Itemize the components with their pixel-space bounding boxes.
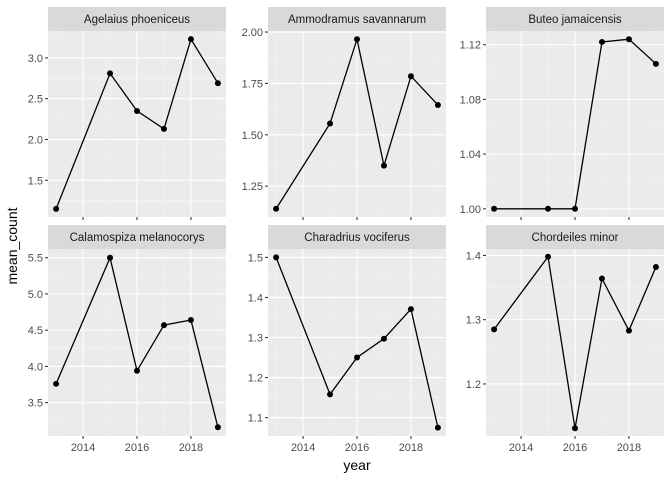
data-point <box>625 36 632 43</box>
data-point <box>327 391 334 398</box>
data-point <box>434 101 441 108</box>
facet-title: Charadrius vociferus <box>304 232 410 244</box>
y-tick-label: 1.4 <box>466 250 481 262</box>
x-tick-label: 2016 <box>563 442 587 454</box>
y-tick-label: 1.00 <box>460 204 481 216</box>
y-tick-label: 1.4 <box>248 292 263 304</box>
facet-panel: Chordeiles minor 1.2 1.3 1.4 2014 2016 2018 <box>466 225 664 454</box>
x-tick-label: 2016 <box>345 442 369 454</box>
facet-title: Chordeiles minor <box>532 232 619 244</box>
data-point <box>407 306 414 313</box>
y-tick-label: 2.0 <box>28 135 43 147</box>
data-point <box>407 73 414 80</box>
y-tick-label: 3.0 <box>28 53 43 65</box>
data-point <box>598 275 605 282</box>
facet-panel: Agelaius phoeniceus 1.5 2.0 2.5 3.0 <box>28 7 226 220</box>
data-point <box>572 205 578 212</box>
facet-panel: Calamospiza melanocorys 3.5 4.0 4.5 5.0 5.5 20… <box>28 225 226 454</box>
data-point <box>187 317 194 324</box>
data-point <box>273 254 280 261</box>
y-axis-title: mean_count <box>4 207 20 284</box>
data-point <box>625 327 632 334</box>
y-tick-label: 4.5 <box>28 325 43 337</box>
data-point <box>491 205 498 212</box>
facet-title: Calamospiza melanocorys <box>70 232 205 244</box>
x-tick-label: 2018 <box>179 442 203 454</box>
facet-strip <box>486 7 664 31</box>
data-point <box>53 205 60 212</box>
data-point <box>354 354 360 361</box>
y-tick-label: 1.3 <box>466 315 481 327</box>
y-tick-label: 2.00 <box>242 27 263 39</box>
data-point <box>652 263 659 270</box>
facet-panel: Ammodramus savannarum 1.25 1.50 1.75 2.00 <box>242 7 446 220</box>
y-tick-label: 5.5 <box>28 253 43 265</box>
data-point <box>160 322 167 329</box>
facet-strip <box>48 225 226 249</box>
y-tick-label: 4.0 <box>28 361 43 373</box>
facet-panel: Charadrius vociferus 1.1 1.2 1.3 1.4 1.5 2014 2… <box>248 225 446 454</box>
facet-panel: Buteo jamaicensis 1.00 1.04 1.08 1.12 <box>460 7 664 220</box>
y-tick-label: 5.0 <box>28 289 43 301</box>
x-tick-label: 2018 <box>399 442 423 454</box>
y-tick-label: 1.12 <box>460 40 481 52</box>
series-line <box>275 36 439 210</box>
data-point <box>160 125 167 132</box>
data-point <box>187 36 194 43</box>
y-tick-label: 1.50 <box>242 130 263 142</box>
x-axis-title: year <box>343 457 371 473</box>
data-point <box>652 60 659 67</box>
facet-title: Ammodramus savannarum <box>288 14 426 26</box>
x-tick-label: 2016 <box>125 442 149 454</box>
facet-strip <box>48 7 226 31</box>
data-point <box>214 80 221 87</box>
data-point <box>134 107 140 114</box>
data-point <box>107 254 114 261</box>
data-point <box>107 70 114 77</box>
data-point <box>327 120 334 127</box>
y-tick-label: 1.2 <box>466 379 481 391</box>
data-point <box>598 38 605 45</box>
series-line <box>275 257 439 428</box>
x-tick-label: 2014 <box>291 442 315 454</box>
data-point <box>273 205 280 212</box>
facet-title: Buteo jamaicensis <box>528 14 622 26</box>
y-tick-label: 1.3 <box>248 332 263 344</box>
y-tick-label: 1.5 <box>248 252 263 264</box>
facet-strip <box>268 225 446 249</box>
y-tick-label: 3.5 <box>28 398 43 410</box>
y-tick-label: 1.5 <box>28 175 43 187</box>
data-point <box>545 253 552 260</box>
data-point <box>214 424 221 431</box>
y-tick-label: 1.04 <box>460 149 481 161</box>
data-point <box>53 380 60 387</box>
series-line <box>55 255 219 428</box>
y-tick-label: 2.5 <box>28 94 43 106</box>
data-point <box>572 425 578 432</box>
x-tick-label: 2014 <box>509 442 533 454</box>
series-line <box>494 38 657 210</box>
y-tick-label: 1.25 <box>242 181 263 193</box>
series-line <box>493 255 657 429</box>
y-tick-label: 1.75 <box>242 78 263 90</box>
data-point <box>380 162 387 169</box>
data-point <box>134 367 140 374</box>
data-point <box>545 205 552 212</box>
x-tick-label: 2018 <box>617 442 641 454</box>
data-point <box>491 326 498 333</box>
y-tick-label: 1.2 <box>248 373 263 385</box>
facet-title: Agelaius phoeniceus <box>84 14 190 26</box>
facet-strip <box>268 7 446 31</box>
y-tick-label: 1.08 <box>460 94 481 106</box>
x-tick-label: 2014 <box>71 442 95 454</box>
data-point <box>434 424 441 431</box>
data-point <box>354 36 360 43</box>
y-tick-label: 1.1 <box>248 413 263 425</box>
series-line <box>55 37 219 210</box>
facet-strip <box>486 225 664 249</box>
data-point <box>380 335 387 342</box>
